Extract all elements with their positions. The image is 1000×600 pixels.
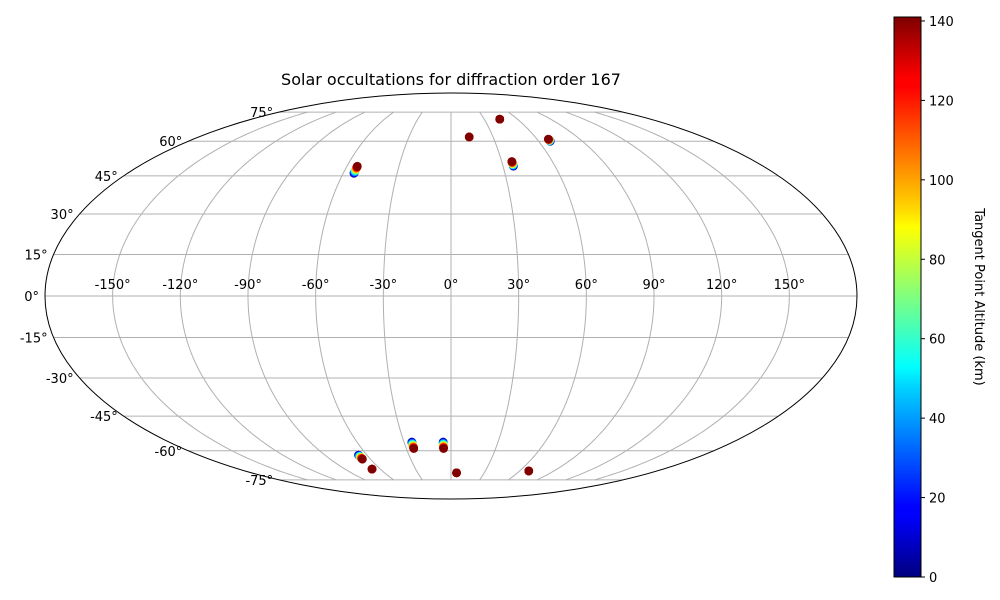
lon-tick-label: -30° <box>369 278 397 293</box>
occultation-point <box>464 132 474 142</box>
meridian-line <box>479 111 520 481</box>
colorbar-gradient <box>893 16 922 578</box>
lon-tick-label: -60° <box>302 278 330 293</box>
occultation-point <box>353 161 362 171</box>
meridian-line <box>179 111 337 481</box>
lat-tick-label: 45° <box>95 170 118 185</box>
meridian-line <box>536 111 655 481</box>
lon-tick-label: 30° <box>507 278 530 293</box>
graticule <box>45 111 857 481</box>
occultation-point <box>358 454 367 464</box>
colorbar-tick-label: 20 <box>929 492 946 507</box>
meridian-line <box>112 111 308 481</box>
meridian-line <box>315 111 395 481</box>
lat-tick-label: -15° <box>20 332 48 347</box>
colorbar: 0 20 40 60 80 100 120 140 Tangent Point Altitud… <box>893 15 986 586</box>
lat-tick-label: 75° <box>250 106 273 121</box>
lat-tick-label: -30° <box>46 372 74 387</box>
occultation-point <box>495 114 505 124</box>
lon-tick-label: 60° <box>575 278 598 293</box>
lat-tick-label: 60° <box>159 135 182 150</box>
colorbar-ticks: 0 20 40 60 80 100 120 140 <box>921 15 954 586</box>
lat-tick-label: 15° <box>25 248 48 263</box>
lon-tick-label: 0° <box>444 278 459 293</box>
meridian-line <box>565 111 723 481</box>
colorbar-tick-label: 80 <box>929 253 946 268</box>
occultation-point <box>439 444 448 453</box>
colorbar-tick-label: 100 <box>929 174 954 189</box>
lon-tick-label: -150° <box>95 278 131 293</box>
occultation-point <box>409 444 419 453</box>
chart-title: Solar occultations for diffraction order… <box>281 70 621 89</box>
occultation-point <box>544 134 553 144</box>
occultation-point <box>452 468 461 478</box>
lon-tick-label: 150° <box>774 278 805 293</box>
longitude-tick-labels: -150° -120° -90° -60° -30° 0° 30° 60° 90° 120° 150… <box>95 278 805 293</box>
colorbar-tick-label: 40 <box>929 412 946 427</box>
colorbar-tick-label: 60 <box>929 333 946 348</box>
occultation-point <box>507 157 517 166</box>
meridian-line <box>594 111 790 481</box>
colorbar-tick-label: 0 <box>929 571 937 586</box>
lat-tick-label: -45° <box>90 410 118 425</box>
occultation-points <box>349 114 555 478</box>
colorbar-tick-label: 120 <box>929 94 954 109</box>
lon-tick-label: 90° <box>642 278 665 293</box>
meridian-line <box>507 111 587 481</box>
lon-tick-label: -120° <box>162 278 198 293</box>
lat-tick-label: 0° <box>24 290 39 305</box>
latitude-tick-labels: 75° 60° 45° 30° 15° 0° -15° -30° -45° -60° -75° <box>20 106 273 489</box>
colorbar-tick-label: 140 <box>929 15 954 30</box>
lat-tick-label: -60° <box>155 445 183 460</box>
lat-tick-label: 30° <box>51 208 74 223</box>
meridian-line <box>247 111 366 481</box>
lon-tick-label: -90° <box>234 278 262 293</box>
meridian-line <box>382 111 423 481</box>
occultation-point <box>367 464 377 474</box>
lat-tick-label: -75° <box>245 474 273 489</box>
occultation-point <box>524 466 534 476</box>
colorbar-label: Tangent Point Altitude (km) <box>971 207 986 385</box>
map-boundary <box>44 92 858 500</box>
lon-tick-label: 120° <box>706 278 737 293</box>
